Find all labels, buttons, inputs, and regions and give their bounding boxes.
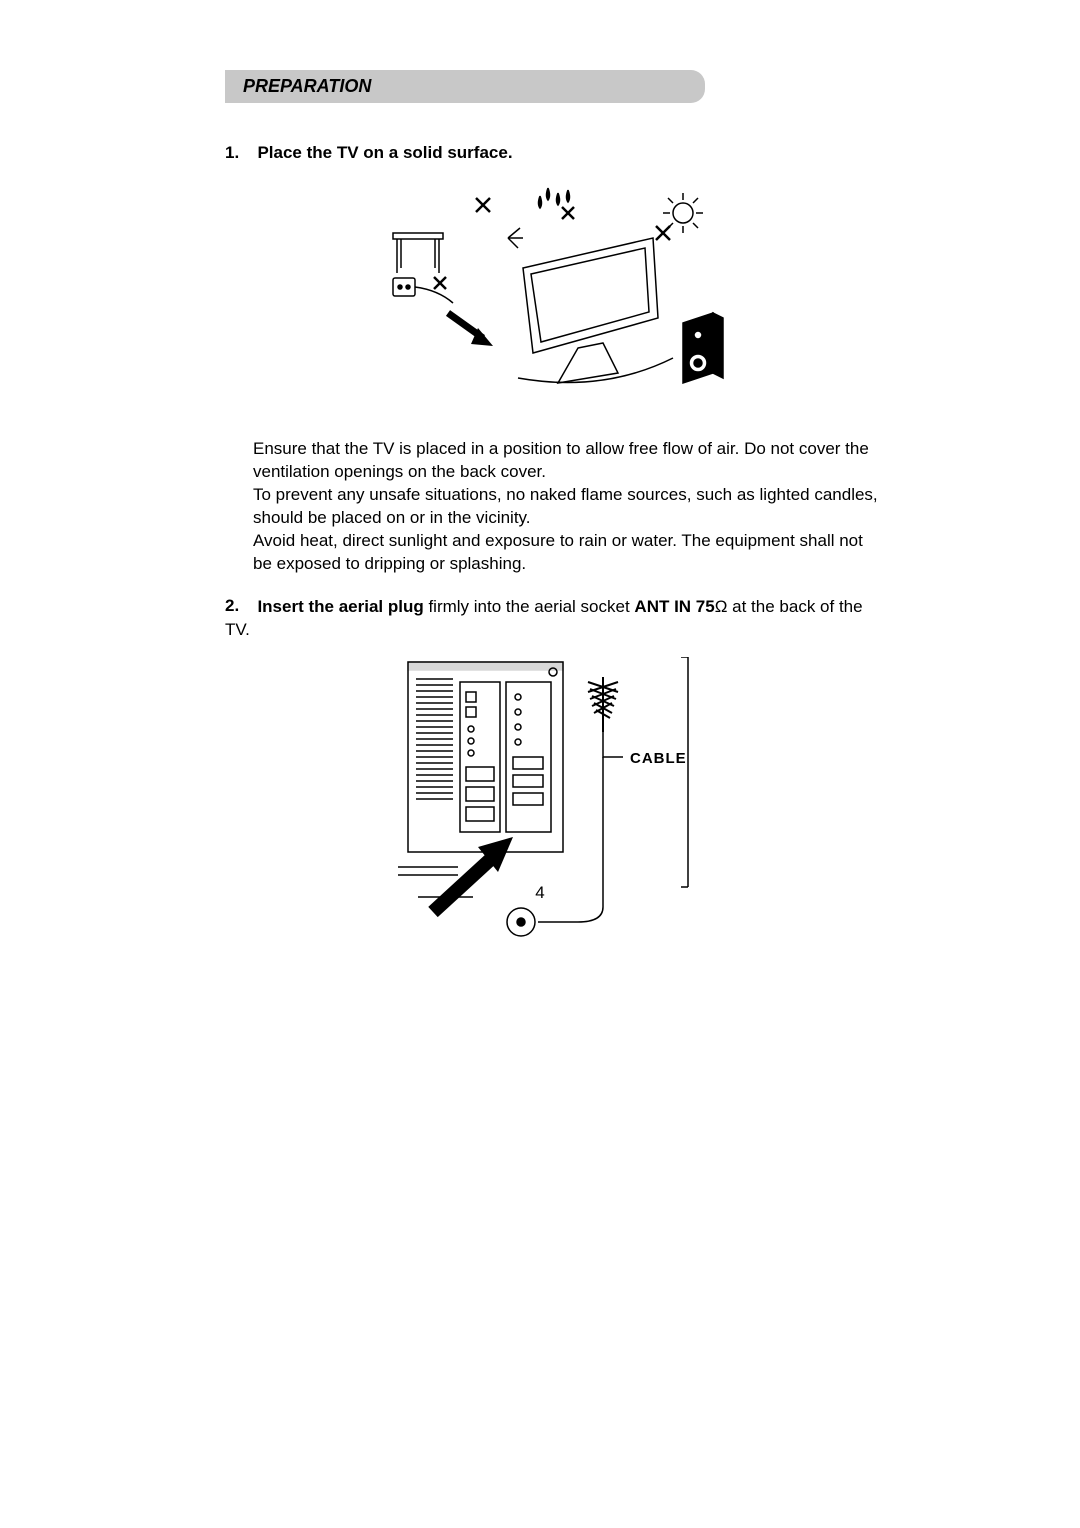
- step-title: Place the TV on a solid surface.: [257, 143, 512, 163]
- figure-tv-placement: [373, 183, 733, 413]
- step-1: 1. Place the TV on a solid surface.: [225, 143, 880, 163]
- step-2-mid: firmly into the aerial socket: [424, 597, 635, 616]
- step-2: 2. Insert the aerial plug firmly into th…: [225, 596, 880, 642]
- step-number: 2.: [225, 596, 253, 616]
- step-2-bold-1: Insert the aerial plug: [257, 597, 423, 616]
- ohm-symbol: Ω: [715, 597, 728, 616]
- manual-page: PREPARATION 1. Place the TV on a solid s…: [0, 0, 1080, 937]
- section-header: PREPARATION: [225, 70, 705, 103]
- step-2-text: Insert the aerial plug firmly into the a…: [225, 597, 863, 639]
- page-number: 4: [0, 883, 1080, 903]
- step-1-body: Ensure that the TV is placed in a positi…: [253, 438, 880, 576]
- step-2-bold-2: ANT IN 75: [634, 597, 714, 616]
- cable-label: CABLE: [630, 750, 687, 767]
- step-number: 1.: [225, 143, 253, 163]
